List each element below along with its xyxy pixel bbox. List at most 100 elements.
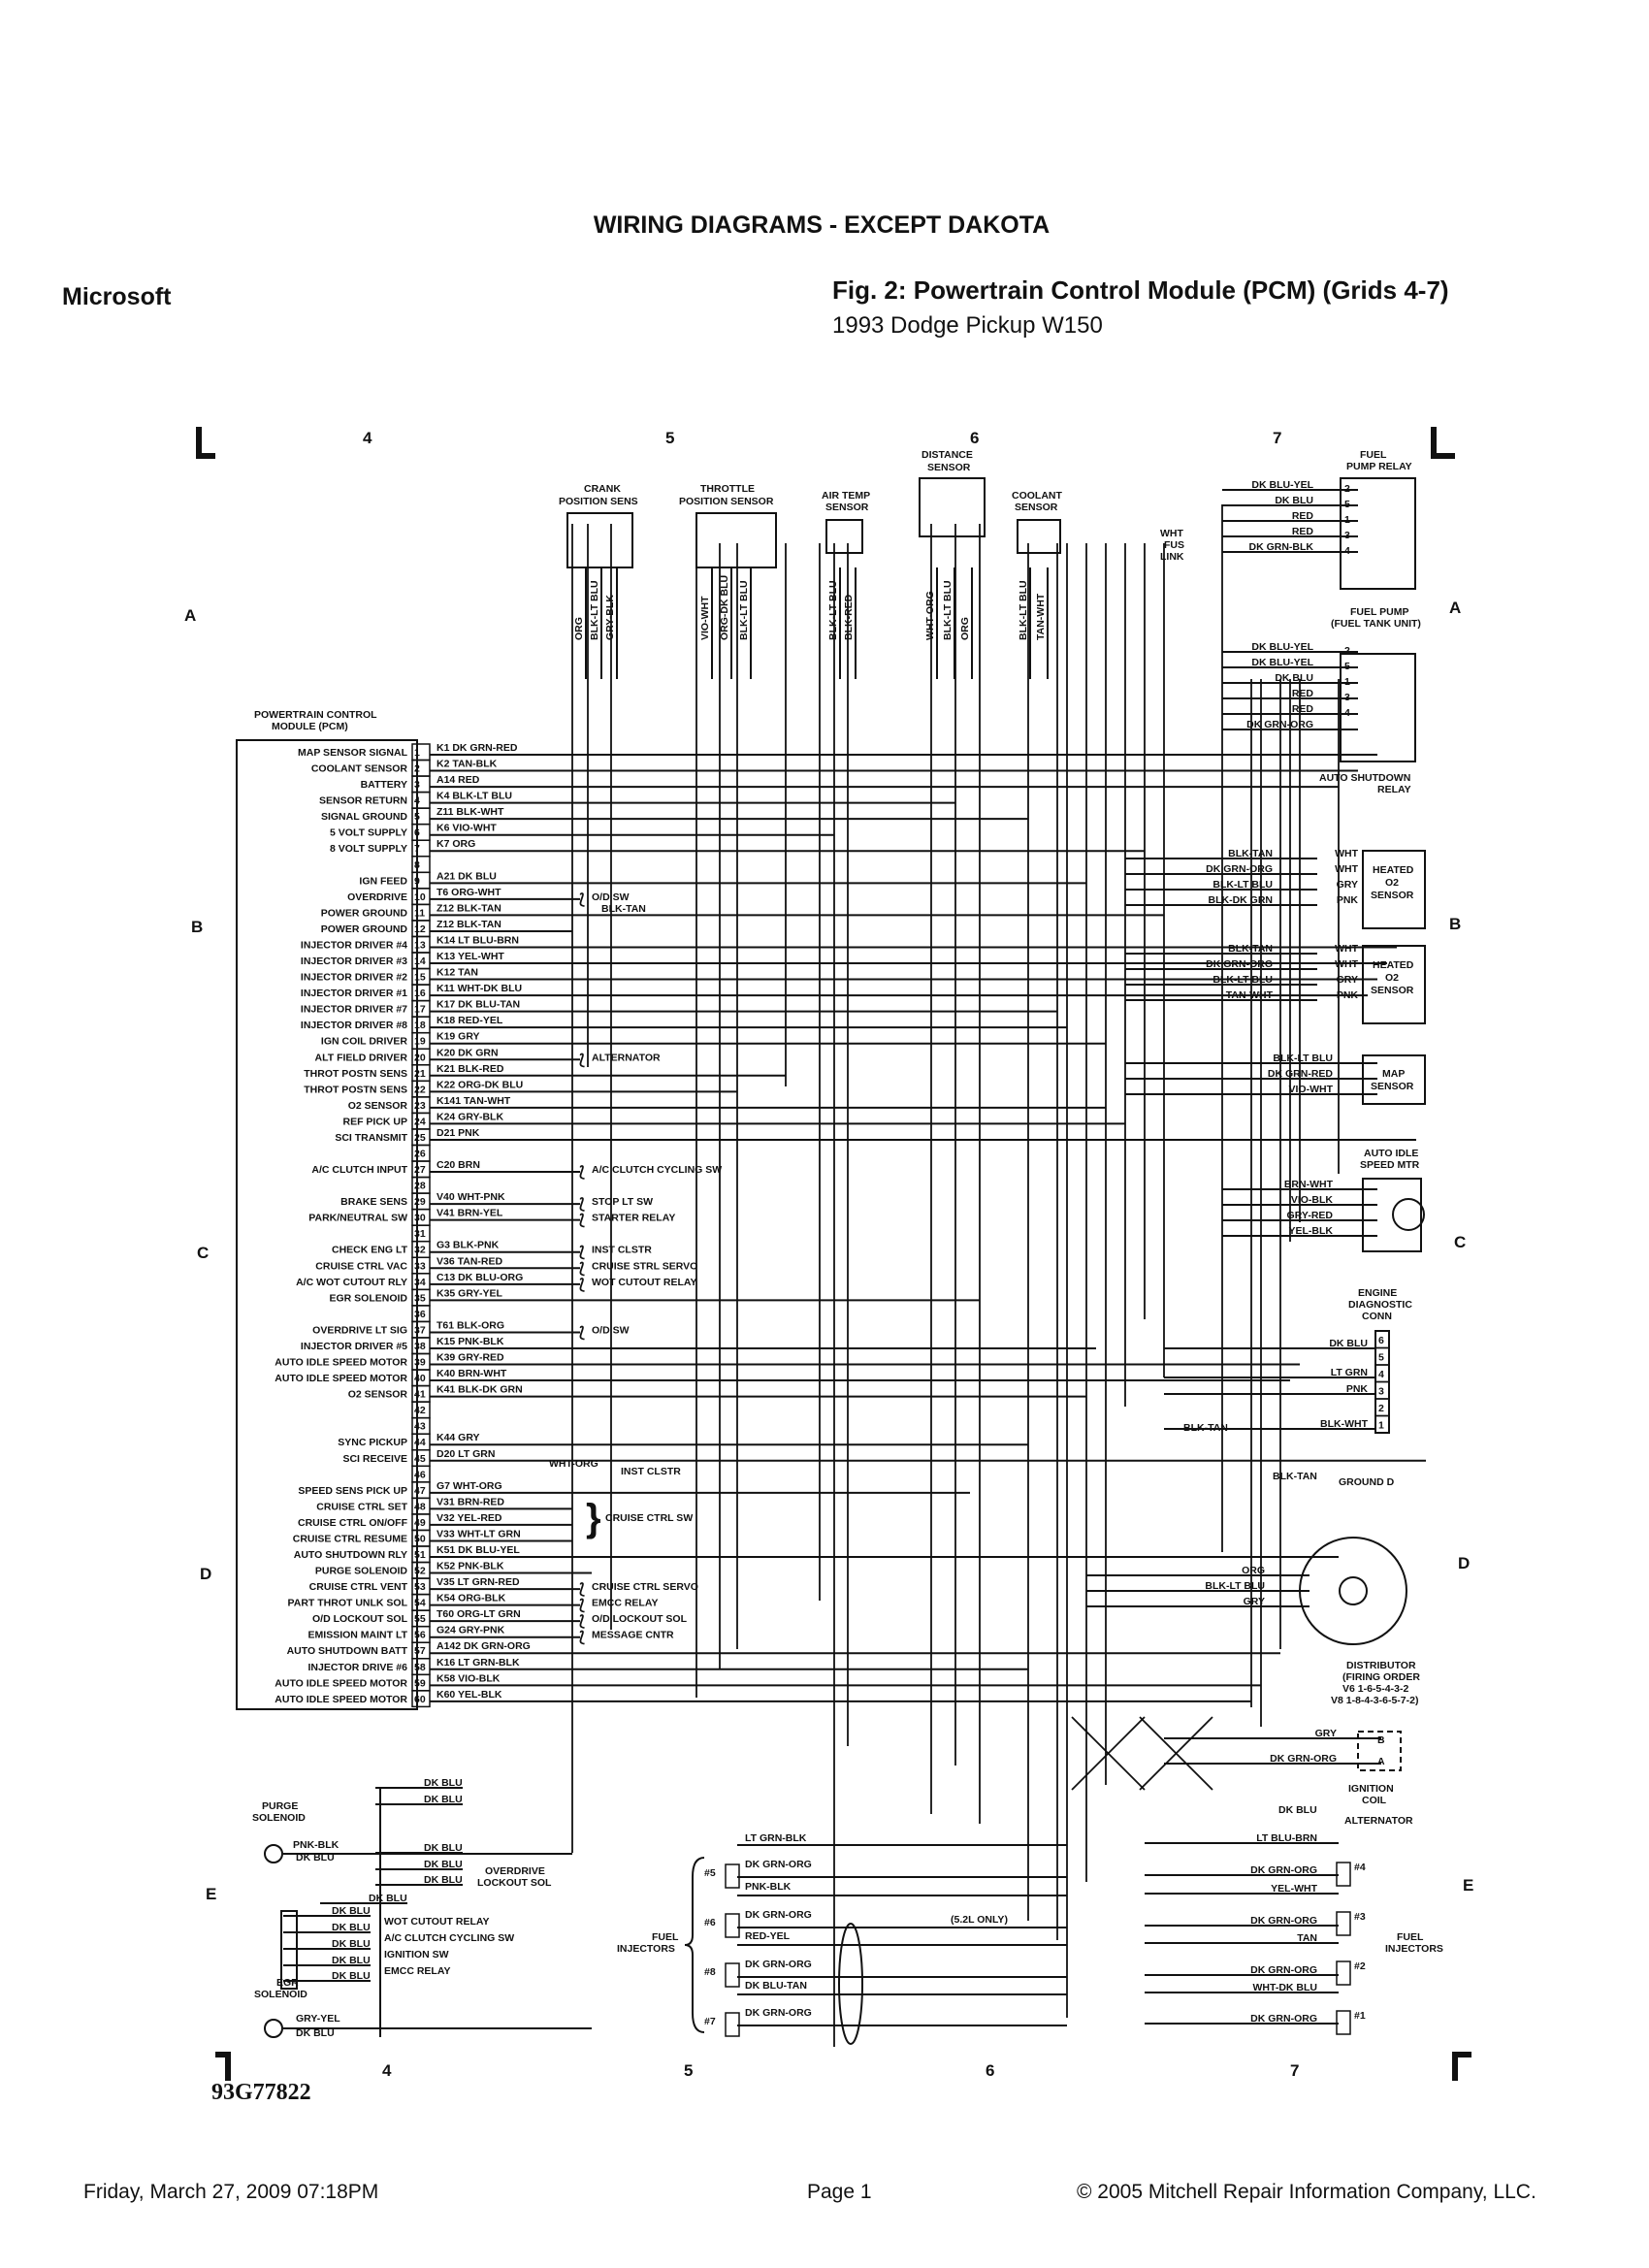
wire-label: PNK-BLK — [293, 1839, 340, 1851]
wire-label: DK GRN-ORG — [1250, 1964, 1317, 1976]
wire-label: TAN — [1297, 1932, 1317, 1944]
alternator-label: ALTERNATOR — [1344, 1815, 1413, 1827]
wire-label: DK BLU — [332, 1970, 371, 1982]
pcm-pin-function: POWER GROUND — [321, 923, 408, 935]
wire-label: GRY — [1244, 1596, 1265, 1607]
wire-label: DK GRN-ORG — [1270, 1753, 1337, 1765]
pcm-pin-number: 45 — [414, 1453, 426, 1465]
wire-label: VIO-BLK — [1291, 1194, 1334, 1206]
pcm-pin-function: INJECTOR DRIVER #2 — [301, 972, 407, 984]
wot-label: WOT CUTOUT RELAY — [384, 1916, 490, 1928]
egr-label: EGR — [276, 1977, 299, 1989]
wire-label: K44 GRY — [436, 1432, 480, 1443]
wire-label: V36 TAN-RED — [436, 1255, 502, 1267]
connector-pin: 2 — [1344, 483, 1350, 495]
pcm-pin-function: IGN COIL DRIVER — [321, 1036, 407, 1048]
wire-label: K41 BLK-DK GRN — [436, 1384, 523, 1396]
connector-symbol: ⟅ — [579, 1324, 585, 1341]
pcm-pin-box — [411, 1690, 431, 1708]
wire-label: K12 TAN — [436, 967, 478, 979]
wire-label: GRY-YEL — [296, 2013, 340, 2025]
pcm-pin-number: 59 — [414, 1677, 426, 1689]
wire-label: K21 BLK-RED — [436, 1063, 504, 1075]
connector-pin: 1 — [1344, 514, 1350, 526]
connector-pin: WHT — [1335, 848, 1358, 859]
wire-label: VIO-WHT — [1289, 1084, 1334, 1095]
wire-label: DK GRN-ORG — [1206, 958, 1273, 970]
wire-label: V33 WHT-LT GRN — [436, 1528, 521, 1539]
wire-label: K13 YEL-WHT — [436, 951, 504, 962]
air-temp-label-2: SENSOR — [825, 502, 869, 513]
fuel-pump-relay-box — [1340, 477, 1416, 590]
o2-2-label-3: SENSOR — [1371, 985, 1414, 996]
connector-pin: 3 — [1344, 692, 1350, 703]
wire-label: G7 WHT-ORG — [436, 1480, 502, 1492]
wire-destination: WOT CUTOUT RELAY — [592, 1277, 697, 1288]
grid-row-a-right: A — [1449, 599, 1461, 617]
coil-pin: B — [1377, 1734, 1385, 1746]
pcm-pin-number: 52 — [414, 1566, 426, 1577]
crank-sensor-label: CRANK — [584, 483, 621, 495]
ign-label: IGNITION SW — [384, 1949, 449, 1960]
wire-label: DK BLU — [424, 1874, 463, 1886]
pcm-pin-function: COOLANT SENSOR — [311, 763, 408, 775]
fuse-link-label-2: FUS — [1164, 539, 1184, 551]
wire-destination: CRUISE CTRL SERVO — [592, 1581, 698, 1593]
corner-mark — [196, 427, 215, 459]
wire-label: DK GRN-ORG — [1250, 1915, 1317, 1927]
sensor-wire-label: ORG — [959, 617, 971, 640]
wire-label: DK BLU — [296, 2027, 335, 2039]
wire-label: DK BLU — [296, 1852, 335, 1863]
injector-note: (5.2L ONLY) — [951, 1914, 1008, 1926]
wire-label: K24 GRY-BLK — [436, 1111, 503, 1122]
wire-label: V32 YEL-RED — [436, 1512, 502, 1524]
pcm-pin-function: BRAKE SENS — [340, 1196, 407, 1208]
coil-pin: A — [1377, 1756, 1385, 1767]
wire-label: RED — [1292, 510, 1314, 522]
right-injectors-label-2: INJECTORS — [1385, 1943, 1443, 1955]
o2-1-label-3: SENSOR — [1371, 890, 1414, 901]
wire-label: WHT-DK BLU — [1253, 1982, 1318, 1993]
connector-symbol: ⟅ — [579, 1213, 585, 1229]
diag-blk-tan: BLK-TAN — [1183, 1422, 1228, 1434]
pcm-pin-function: AUTO SHUTDOWN BATT — [287, 1645, 408, 1657]
vehicle-subtitle: 1993 Dodge Pickup W150 — [832, 312, 1103, 339]
wire-label: DK BLU-YEL — [1251, 641, 1313, 653]
pcm-pin-number: 42 — [414, 1405, 426, 1416]
wire-label: BLK-LT BLU — [1212, 974, 1273, 986]
pcm-pin-number: 22 — [414, 1084, 426, 1095]
wire-label: K11 WHT-DK BLU — [436, 983, 522, 994]
ground-wire-label: BLK-TAN — [1273, 1471, 1317, 1482]
map-sensor-label-2: SENSOR — [1371, 1081, 1414, 1092]
connector-pin: 2 — [1344, 645, 1350, 657]
pcm-pin-number: 54 — [414, 1598, 426, 1609]
diag-pin: 1 — [1378, 1420, 1384, 1432]
pcm-pin-number: 60 — [414, 1694, 426, 1705]
pcm-pin-function: AUTO IDLE SPEED MOTOR — [275, 1694, 407, 1705]
connector-symbol: ⟅ — [579, 1052, 585, 1068]
pcm-pin-number: 34 — [414, 1277, 426, 1288]
pcm-pin-number: 43 — [414, 1421, 426, 1433]
pcm-pin-function: CRUISE CTRL VAC — [315, 1260, 407, 1272]
pcm-pin-function: INJECTOR DRIVER #7 — [301, 1004, 407, 1016]
pcm-pin-number: 12 — [414, 923, 426, 935]
pcm-pin-number: 1 — [414, 747, 420, 759]
wire-label: K35 GRY-YEL — [436, 1287, 502, 1299]
pcm-pin-function: CRUISE CTRL VENT — [309, 1581, 408, 1593]
purge-label: PURGE — [262, 1800, 298, 1812]
sensor-wire-label: BLK-LT BLU — [1018, 580, 1029, 640]
wire-label: C20 BRN — [436, 1159, 480, 1171]
pcm-pin-function: PART THROT UNLK SOL — [288, 1598, 408, 1609]
pcm-pin-function: THROT POSTN SENS — [304, 1068, 407, 1080]
pcm-pin-function: REF PICK UP — [342, 1116, 407, 1127]
pcm-pin-number: 13 — [414, 939, 426, 951]
footer-date: Friday, March 27, 2009 07:18PM — [83, 2181, 379, 2203]
pcm-pin-number: 37 — [414, 1324, 426, 1336]
wire-label: DK GRN-ORG — [1206, 863, 1273, 875]
diag-pin: 4 — [1378, 1369, 1384, 1380]
wire-label: K39 GRY-RED — [436, 1352, 504, 1364]
ais-label-2: SPEED MTR — [1360, 1159, 1420, 1171]
wire-label: DK GRN-ORG — [745, 2007, 812, 2019]
pcm-pin-function: 8 VOLT SUPPLY — [330, 843, 407, 855]
throttle-sensor-box — [695, 512, 777, 568]
